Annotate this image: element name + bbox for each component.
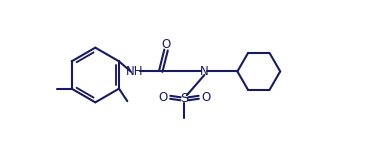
Text: O: O	[201, 91, 210, 104]
Text: O: O	[159, 91, 168, 104]
Text: O: O	[161, 39, 171, 51]
Text: N: N	[200, 65, 209, 78]
Text: NH: NH	[126, 65, 143, 78]
Text: S: S	[180, 92, 189, 105]
